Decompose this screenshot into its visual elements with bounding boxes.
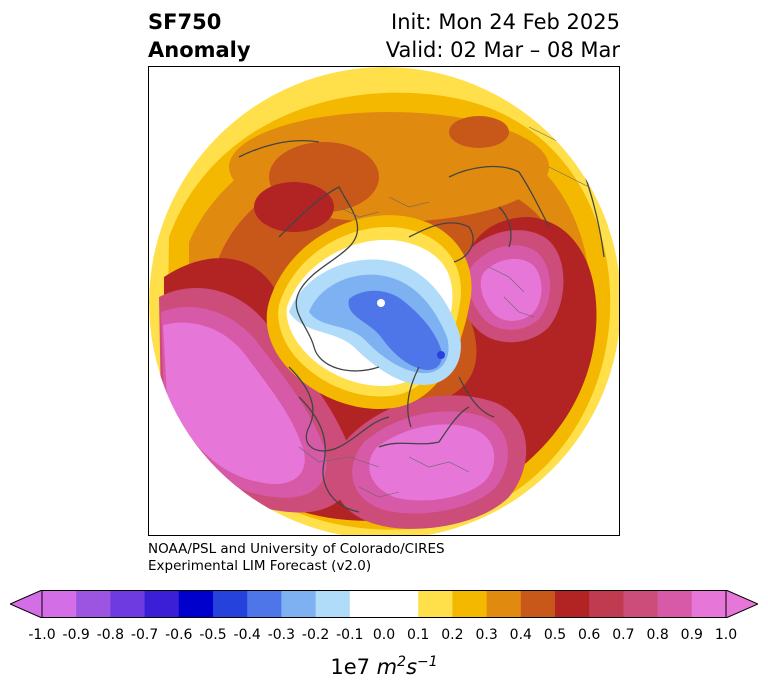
colorbar-tick-label: 0.4 (509, 627, 532, 643)
colorbar-tick-label: -0.1 (336, 627, 364, 643)
init-date: Init: Mon 24 Feb 2025 (391, 10, 620, 34)
colorbar-cells (42, 590, 727, 618)
colorbar-tick-label: -1.0 (28, 627, 56, 643)
lobe-west-0.9 (163, 322, 305, 484)
colorbar-tick-label: -0.4 (233, 627, 261, 643)
negative-minimum (437, 351, 445, 359)
colorbar-cell (555, 590, 590, 618)
lobe-nw (254, 182, 334, 232)
colorbar-cell (589, 590, 624, 618)
valid-range: Valid: 02 Mar – 08 Mar (385, 38, 620, 62)
colorbar-tick-label: -0.9 (62, 627, 90, 643)
credit-line1: NOAA/PSL and University of Colorado/CIRE… (148, 541, 445, 557)
map-title: SF750 Anomaly (148, 8, 251, 64)
lobe-east-0.9 (480, 258, 542, 321)
political-borders (298, 126, 590, 498)
colorbar-tick-label: -0.6 (165, 627, 193, 643)
colorbar-tick-label: 1.0 (714, 627, 738, 643)
forecast-dates: Init: Mon 24 Feb 2025 Valid: 02 Mar – 08… (386, 8, 620, 64)
colorbar-tick-label: -0.5 (199, 627, 227, 643)
colorbar-cell (452, 590, 488, 618)
colorbar-cell (110, 590, 146, 618)
colorbar-cell (76, 590, 111, 618)
colorbar-cell (42, 590, 77, 618)
colorbar-cell (178, 590, 214, 618)
pole-marker (377, 299, 385, 307)
anomaly-field (149, 67, 619, 535)
colorbar-extend-low (10, 590, 43, 618)
anomaly-map (149, 67, 619, 535)
colorbar-ticks: -1.0 -0.9 -0.8 -0.7 -0.6 -0.5 -0.4 -0.3 -0.2 -0.1… (0, 626, 768, 646)
colorbar-cell (349, 590, 385, 618)
credit-line2: Experimental LIM Forecast (v2.0) (148, 558, 372, 574)
colorbar-cell (384, 590, 419, 618)
units-m-exp: 2 (397, 654, 407, 670)
colorbar-cell (213, 590, 248, 618)
units-s: s (406, 655, 418, 679)
lobe-ne (449, 116, 509, 148)
colorbar-tick-label: 0.5 (543, 627, 567, 643)
colorbar-extend-high (725, 590, 758, 618)
colorbar-tick-label: 0.0 (372, 627, 396, 643)
units-m: m (376, 655, 398, 679)
colorbar-tick-label: 0.3 (475, 627, 498, 643)
colorbar-tick-label: 0.6 (578, 627, 601, 643)
colorbar-cell (247, 590, 282, 618)
colorbar-cell (657, 590, 693, 618)
units-s-exp: −1 (417, 654, 438, 670)
units-prefix: 1e7 (330, 655, 370, 679)
colorbar-cell (520, 590, 556, 618)
map-panel (148, 66, 620, 536)
colorbar-cell (691, 590, 727, 618)
colorbar-cell (486, 590, 522, 618)
colorbar-tick-label: 0.2 (441, 627, 464, 643)
colorbar-tick-label: -0.2 (301, 627, 330, 643)
colorbar-tick-label: 0.9 (680, 627, 703, 643)
colorbar-cell (281, 590, 317, 618)
colorbar-tick-label: 0.1 (407, 627, 430, 643)
colorbar-cell (315, 590, 351, 618)
credit-text: NOAA/PSL and University of Colorado/CIRE… (148, 541, 445, 575)
negative-0.3 (348, 290, 442, 371)
colorbar-tick-label: 0.8 (646, 627, 669, 643)
colorbar-outline (41, 590, 727, 618)
colorbar-units: 1e7 m2s−1 (0, 648, 768, 681)
colorbar-cell (144, 590, 180, 618)
colorbar-tick-label: -0.3 (267, 627, 296, 643)
colorbar-cell (623, 590, 659, 618)
colorbar-tick-label: 0.7 (612, 627, 635, 643)
colorbar-cell (418, 590, 453, 618)
colorbar-tick-label: -0.8 (96, 627, 125, 643)
colorbar (10, 590, 758, 618)
colorbar-tick-label: -0.7 (130, 627, 159, 643)
title-kind: Anomaly (148, 38, 251, 62)
title-variable: SF750 (148, 10, 222, 34)
